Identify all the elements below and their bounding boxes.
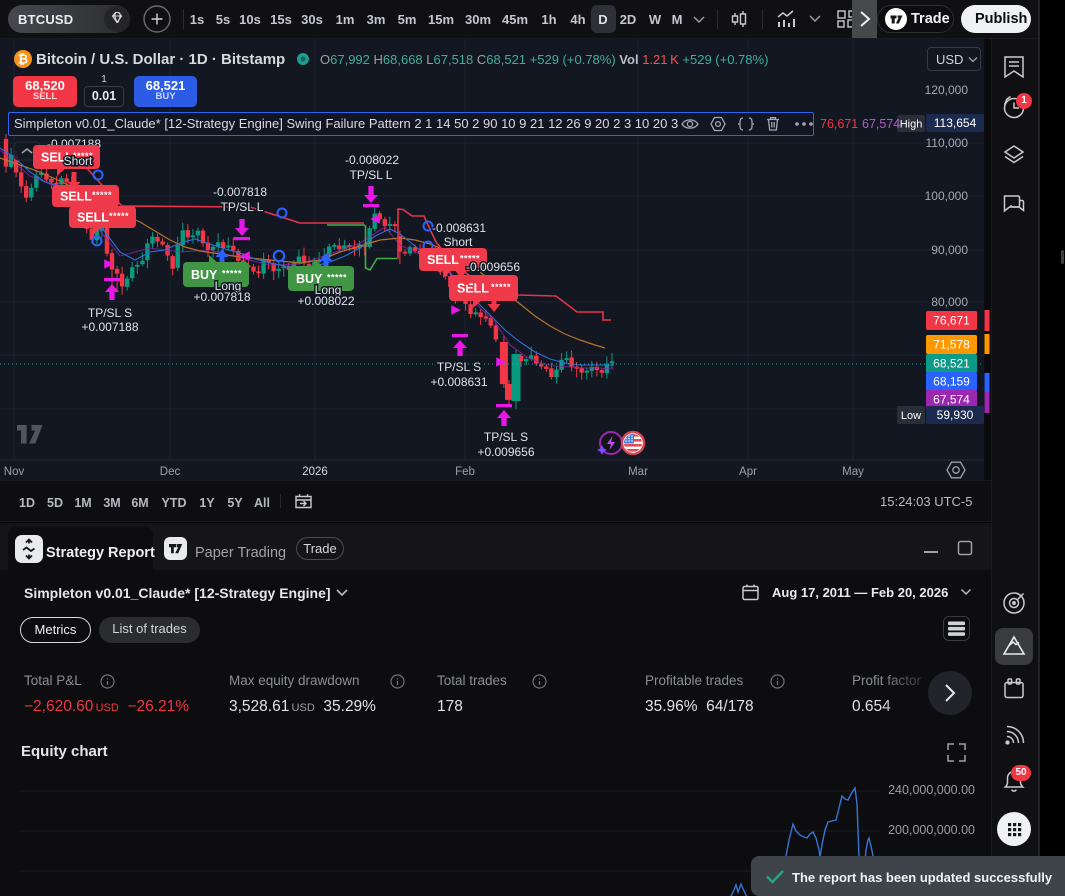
svg-text:68,521: 68,521 xyxy=(933,357,970,371)
svg-text:Low: Low xyxy=(901,410,921,422)
svg-text:*****: ***** xyxy=(109,211,129,221)
svg-text:SELL: SELL xyxy=(427,253,459,267)
svg-text:Long: Long xyxy=(315,283,342,297)
svg-text:+0.009656: +0.009656 xyxy=(477,445,534,459)
svg-text:110,000: 110,000 xyxy=(926,136,969,150)
svg-text:Short: Short xyxy=(444,235,473,249)
svg-text:*****: ***** xyxy=(92,190,112,200)
svg-text:₿: ₿ xyxy=(18,53,28,67)
svg-text:*****: ***** xyxy=(491,282,511,292)
svg-text:Dec: Dec xyxy=(160,466,181,478)
svg-text:-0.008631: -0.008631 xyxy=(432,221,486,235)
svg-text:80,000: 80,000 xyxy=(931,295,968,309)
svg-text:SELL: SELL xyxy=(41,151,73,165)
svg-text:Short: Short xyxy=(64,154,93,168)
svg-text:+0.008022: +0.008022 xyxy=(297,294,354,308)
svg-text:76,671: 76,671 xyxy=(933,314,970,328)
svg-text:200,000,000.00: 200,000,000.00 xyxy=(888,823,975,837)
svg-text:SELL: SELL xyxy=(457,282,489,296)
svg-text:BUY: BUY xyxy=(296,272,323,286)
svg-text:67,574: 67,574 xyxy=(933,393,970,407)
svg-text:High: High xyxy=(900,119,923,131)
svg-text:*****: ***** xyxy=(460,254,480,264)
svg-text:-0.008022: -0.008022 xyxy=(345,153,399,167)
svg-text:59,930: 59,930 xyxy=(937,408,974,422)
svg-text:90,000: 90,000 xyxy=(931,243,968,257)
svg-text:Feb: Feb xyxy=(455,466,475,478)
svg-text:SELL: SELL xyxy=(77,211,109,225)
svg-text:100,000: 100,000 xyxy=(925,189,969,203)
svg-text:68,159: 68,159 xyxy=(933,375,970,389)
svg-text:Apr: Apr xyxy=(739,466,757,478)
svg-text:+0.007188: +0.007188 xyxy=(81,320,138,334)
svg-text:TP/SL L: TP/SL L xyxy=(221,200,264,214)
svg-text:+0.008631: +0.008631 xyxy=(430,375,487,389)
svg-text:240,000,000.00: 240,000,000.00 xyxy=(888,783,975,797)
svg-text:+0.007818: +0.007818 xyxy=(193,290,250,304)
svg-text:Mar: Mar xyxy=(628,466,648,478)
svg-text:113,654: 113,654 xyxy=(934,116,977,130)
svg-text:May: May xyxy=(842,466,864,478)
svg-text:*****: ***** xyxy=(327,273,347,283)
svg-text:-0.009656: -0.009656 xyxy=(466,260,520,274)
svg-text:BUY: BUY xyxy=(191,268,218,282)
svg-text:-0.007818: -0.007818 xyxy=(213,185,267,199)
svg-text:*****: ***** xyxy=(222,269,242,279)
svg-text:2026: 2026 xyxy=(302,466,328,478)
svg-text:SELL: SELL xyxy=(60,190,92,204)
svg-text:TP/SL S: TP/SL S xyxy=(88,306,132,320)
svg-text:TP/SL S: TP/SL S xyxy=(484,430,528,444)
svg-text:120,000: 120,000 xyxy=(925,83,969,97)
svg-text:TP/SL L: TP/SL L xyxy=(350,168,393,182)
svg-text:71,578: 71,578 xyxy=(933,338,970,352)
svg-text:Nov: Nov xyxy=(4,466,25,478)
svg-text:TP/SL S: TP/SL S xyxy=(437,360,481,374)
svg-text:*****: ***** xyxy=(73,151,93,161)
svg-text:Long: Long xyxy=(215,279,242,293)
